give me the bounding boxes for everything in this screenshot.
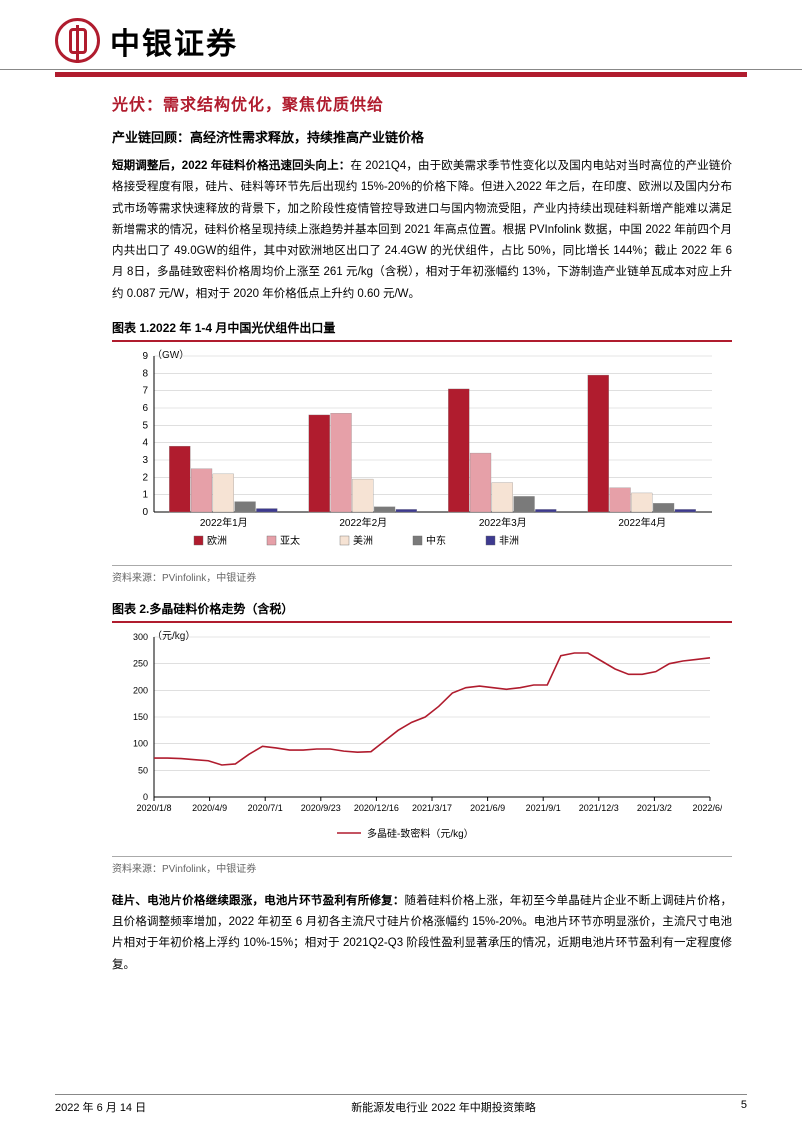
subsection-title: 产业链回顾：高经济性需求释放，持续推高产业链价格 [112, 127, 732, 146]
svg-text:2020/1/8: 2020/1/8 [136, 803, 171, 813]
footer: 2022 年 6 月 14 日 新能源发电行业 2022 年中期投资策略 5 [55, 1094, 747, 1115]
chart1: （GW） 0 1 2 3 4 5 6 7 8 9 2022年1月 2022年2月 2022年3月 2022年… [112, 348, 732, 563]
svg-text:8: 8 [142, 368, 148, 379]
svg-text:欧洲: 欧洲 [207, 535, 227, 547]
svg-text:6: 6 [142, 403, 148, 414]
svg-text:0: 0 [142, 507, 148, 518]
section-title: 光伏：需求结构优化，聚焦优质供给 [112, 91, 732, 115]
svg-text:美洲: 美洲 [353, 534, 373, 547]
svg-text:2022年3月: 2022年3月 [479, 516, 527, 529]
footer-page: 5 [741, 1099, 747, 1115]
chart1-title: 图表 1.2022 年 1-4 月中国光伏组件出口量 [112, 319, 732, 342]
svg-text:2021/3/17: 2021/3/17 [412, 803, 452, 813]
svg-text:2020/4/9: 2020/4/9 [192, 803, 227, 813]
para1-body: 在 2021Q4，由于欧美需求季节性变化以及国内电站对当时高位的产业链价格接受程… [112, 160, 732, 300]
svg-text:2020/9/23: 2020/9/23 [301, 803, 341, 813]
svg-text:（元/kg）: （元/kg） [152, 630, 195, 642]
svg-text:250: 250 [133, 659, 148, 669]
chart2-source: 资料来源：PVinfolink，中银证券 [112, 856, 732, 875]
svg-text:5: 5 [142, 420, 148, 431]
svg-text:3: 3 [142, 455, 148, 466]
brand-name: 中银证券 [110, 19, 238, 63]
svg-text:150: 150 [133, 712, 148, 722]
chart2-svg: （元/kg） 0 50 100 150 200 250 300 2020/1/8 2020/4/9… [112, 629, 722, 849]
content: 光伏：需求结构优化，聚焦优质供给 产业链回顾：高经济性需求释放，持续推高产业链价… [0, 77, 802, 976]
svg-text:2020/12/16: 2020/12/16 [354, 803, 399, 813]
svg-text:0: 0 [143, 792, 148, 802]
svg-text:2022年4月: 2022年4月 [618, 516, 666, 529]
header: 中银证券 [0, 0, 802, 70]
logo-inner [69, 28, 87, 54]
svg-text:50: 50 [138, 765, 148, 775]
chart2-title: 图表 2.多晶硅料价格走势（含税） [112, 600, 732, 623]
para2-lead: 硅片、电池片价格继续跟涨，电池片环节盈利有所修复： [112, 895, 405, 907]
footer-date: 2022 年 6 月 14 日 [55, 1099, 146, 1115]
svg-text:300: 300 [133, 632, 148, 642]
svg-text:4: 4 [142, 438, 148, 449]
svg-text:2020/7/1: 2020/7/1 [248, 803, 283, 813]
svg-text:9: 9 [142, 351, 148, 362]
svg-text:7: 7 [142, 386, 148, 397]
svg-text:2021/9/1: 2021/9/1 [526, 803, 561, 813]
chart1-source: 资料来源：PVinfolink，中银证券 [112, 565, 732, 584]
svg-text:（GW）: （GW） [152, 349, 189, 361]
paragraph-1: 短期调整后，2022 年硅料价格迅速回头向上：在 2021Q4，由于欧美需求季节… [112, 156, 732, 305]
svg-text:2021/3/2: 2021/3/2 [637, 803, 672, 813]
svg-text:2022年2月: 2022年2月 [339, 516, 387, 529]
svg-text:2021/6/9: 2021/6/9 [470, 803, 505, 813]
svg-text:亚太: 亚太 [280, 534, 300, 547]
svg-text:2: 2 [142, 472, 148, 483]
svg-text:中东: 中东 [426, 534, 446, 547]
bank-logo-icon [55, 18, 100, 63]
footer-title: 新能源发电行业 2022 年中期投资策略 [351, 1099, 536, 1115]
svg-text:2022/6/1: 2022/6/1 [692, 803, 722, 813]
chart1-svg: （GW） 0 1 2 3 4 5 6 7 8 9 2022年1月 2022年2月 2022年3月 2022年… [112, 348, 722, 558]
svg-text:100: 100 [133, 739, 148, 749]
svg-text:2021/12/3: 2021/12/3 [579, 803, 619, 813]
svg-text:1: 1 [142, 490, 148, 501]
paragraph-2: 硅片、电池片价格继续跟涨，电池片环节盈利有所修复：随着硅料价格上涨，年初至今单晶… [112, 891, 732, 976]
svg-text:非洲: 非洲 [499, 535, 519, 547]
svg-text:2022年1月: 2022年1月 [200, 516, 248, 529]
page: 中银证券 光伏：需求结构优化，聚焦优质供给 产业链回顾：高经济性需求释放，持续推… [0, 0, 802, 1133]
para1-lead: 短期调整后，2022 年硅料价格迅速回头向上： [112, 160, 350, 172]
svg-text:多晶硅-致密料（元/kg）: 多晶硅-致密料（元/kg） [367, 827, 474, 840]
svg-text:200: 200 [133, 685, 148, 695]
chart2: （元/kg） 0 50 100 150 200 250 300 2020/1/8 2020/4/9… [112, 629, 732, 854]
